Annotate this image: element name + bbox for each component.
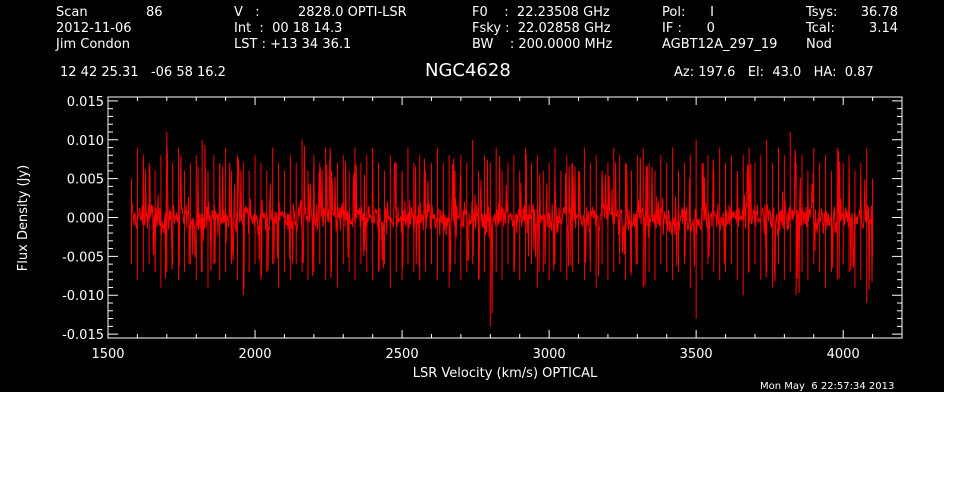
header-col3-row1: F0 : 22.23508 GHz (472, 5, 610, 20)
header-col3-row2: Fsky : 22.02858 GHz (472, 21, 611, 36)
x-tick-label: 1500 (91, 347, 124, 362)
y-tick-label: 0.000 (67, 212, 104, 227)
header-col3-row3: BW : 200.0000 MHz (472, 37, 613, 52)
pointing-info: Az: 197.6 El: 43.0 HA: 0.87 (674, 65, 874, 80)
y-tick-label: 0.015 (67, 95, 104, 110)
y-tick-label: -0.005 (62, 250, 104, 265)
header-col4-row1: Pol: I (662, 5, 714, 20)
spectrum-trace (131, 131, 874, 327)
tsys-label: Tsys: (806, 5, 838, 20)
velocity-value: 2828.0 OPTI-LSR (298, 5, 407, 20)
x-tick-label: 3500 (680, 347, 713, 362)
x-axis-label: LSR Velocity (km/s) OPTICAL (413, 366, 598, 381)
header-col1-row3: Jim Condon (56, 37, 130, 52)
header-col4-row2: IF : 0 (662, 21, 715, 36)
y-tick-label: -0.015 (62, 328, 104, 343)
nod-label: Nod (806, 37, 832, 52)
y-tick-label: 0.010 (67, 134, 104, 149)
x-tick-label: 2000 (238, 347, 271, 362)
plot-panel: Scan 86 2012-11-06 Jim Condon V : 2828.0… (0, 0, 944, 392)
header-col2-row1: V : (234, 5, 260, 20)
x-tick-label: 2500 (386, 347, 419, 362)
x-tick-label: 3000 (533, 347, 566, 362)
y-tick-label: 0.005 (67, 173, 104, 188)
header-col1-row2: 2012-11-06 (56, 21, 132, 36)
y-tick-label: -0.010 (62, 289, 104, 304)
tcal-value: 3.14 (869, 21, 898, 36)
x-tick-label: 4000 (827, 347, 860, 362)
header-col4-row3: AGBT12A_297_19 (662, 37, 778, 52)
scan-number: 86 (146, 5, 163, 20)
tsys-value: 36.78 (860, 5, 898, 20)
header-col2-row2: Int : 00 18 14.3 (234, 21, 343, 36)
source-title: NGC4628 (425, 60, 511, 81)
coordinates: 12 42 25.31 -06 58 16.2 (60, 65, 226, 80)
y-axis-label: Flux Density (Jy) (16, 165, 31, 271)
tcal-label: Tcal: (806, 21, 835, 36)
date-stamp: Mon May 6 22:57:34 2013 (760, 381, 895, 392)
spectrum-chart: 1500 2000 2500 3000 3500 4000 0.015 0.010 0.005 0… (16, 95, 903, 381)
header-col1-row1: Scan (56, 5, 88, 20)
header-col2-row3: LST : +13 34 36.1 (234, 37, 352, 52)
